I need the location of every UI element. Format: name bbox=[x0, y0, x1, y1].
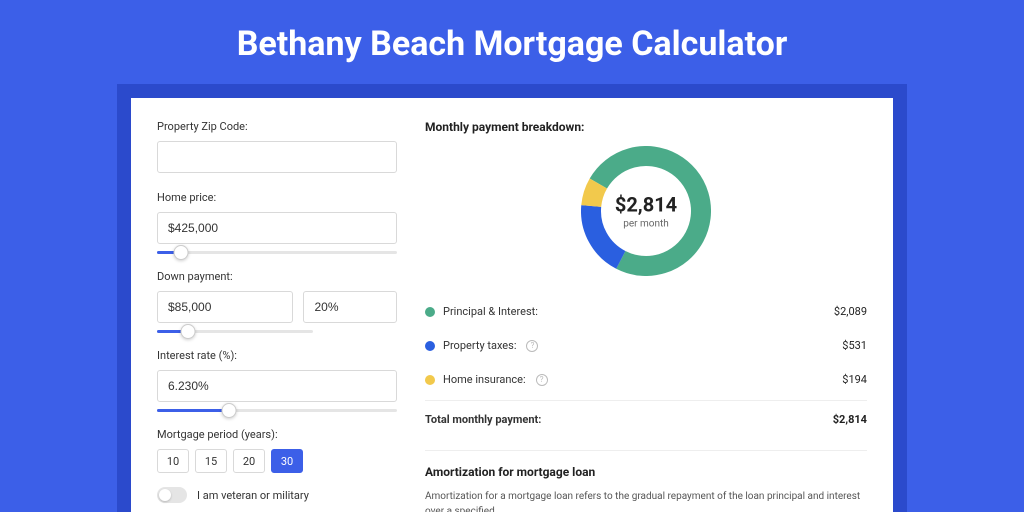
breakdown-left: Principal & Interest: bbox=[425, 305, 538, 318]
period-option-30[interactable]: 30 bbox=[271, 449, 303, 473]
down-payment-group: Down payment: bbox=[157, 270, 397, 339]
breakdown-value: $194 bbox=[842, 373, 867, 386]
down-payment-pct-input[interactable] bbox=[303, 291, 397, 323]
veteran-toggle[interactable] bbox=[157, 487, 187, 503]
interest-rate-slider[interactable] bbox=[157, 404, 397, 418]
help-icon[interactable]: ? bbox=[536, 374, 548, 386]
help-icon[interactable]: ? bbox=[526, 340, 538, 352]
period-option-20[interactable]: 20 bbox=[233, 449, 265, 473]
zip-input[interactable] bbox=[157, 141, 397, 173]
period-options: 10152030 bbox=[157, 449, 397, 473]
total-label: Total monthly payment: bbox=[425, 413, 541, 426]
amortization-section: Amortization for mortgage loan Amortizat… bbox=[425, 450, 867, 512]
period-group: Mortgage period (years): 10152030 bbox=[157, 428, 397, 473]
breakdown-label: Property taxes: bbox=[443, 339, 516, 352]
total-row: Total monthly payment: $2,814 bbox=[425, 400, 867, 436]
down-payment-input[interactable] bbox=[157, 291, 293, 323]
veteran-row: I am veteran or military bbox=[157, 487, 397, 503]
amortization-text: Amortization for a mortgage loan refers … bbox=[425, 489, 867, 512]
breakdown-list: Principal & Interest: $2,089 Property taxe… bbox=[425, 294, 867, 396]
donut-center: $2,814 per month bbox=[615, 193, 677, 230]
home-price-group: Home price: bbox=[157, 191, 397, 260]
slider-thumb[interactable] bbox=[174, 245, 189, 260]
breakdown-label: Home insurance: bbox=[443, 373, 526, 386]
donut-sub: per month bbox=[615, 219, 677, 230]
amortization-title: Amortization for mortgage loan bbox=[425, 465, 867, 479]
period-label: Mortgage period (years): bbox=[157, 428, 397, 441]
period-option-15[interactable]: 15 bbox=[195, 449, 227, 473]
down-payment-label: Down payment: bbox=[157, 270, 397, 283]
slider-rail bbox=[157, 251, 397, 254]
slider-thumb[interactable] bbox=[222, 403, 237, 418]
down-payment-slider[interactable] bbox=[157, 325, 313, 339]
home-price-label: Home price: bbox=[157, 191, 397, 204]
legend-dot bbox=[425, 341, 435, 351]
legend-dot bbox=[425, 375, 435, 385]
legend-dot bbox=[425, 307, 435, 317]
form-column: Property Zip Code: Home price: Down paym… bbox=[157, 120, 397, 512]
breakdown-left: Home insurance:? bbox=[425, 373, 548, 386]
total-value: $2,814 bbox=[833, 413, 867, 426]
donut-segment bbox=[591, 184, 598, 207]
donut-chart-wrap: $2,814 per month bbox=[425, 146, 867, 276]
breakdown-row: Principal & Interest: $2,089 bbox=[425, 294, 867, 328]
zip-field-group: Property Zip Code: bbox=[157, 120, 397, 187]
slider-thumb[interactable] bbox=[181, 324, 196, 339]
page-title: Bethany Beach Mortgage Calculator bbox=[237, 24, 788, 64]
period-option-10[interactable]: 10 bbox=[157, 449, 189, 473]
breakdown-row: Home insurance:? $194 bbox=[425, 362, 867, 396]
breakdown-value: $531 bbox=[842, 339, 867, 352]
breakdown-value: $2,089 bbox=[834, 305, 867, 318]
results-column: Monthly payment breakdown: $2,814 per mo… bbox=[425, 120, 867, 512]
calculator-card: Property Zip Code: Home price: Down paym… bbox=[131, 98, 893, 512]
interest-rate-group: Interest rate (%): bbox=[157, 349, 397, 418]
calculator-frame: Property Zip Code: Home price: Down paym… bbox=[117, 84, 907, 512]
breakdown-title: Monthly payment breakdown: bbox=[425, 120, 867, 134]
home-price-input[interactable] bbox=[157, 212, 397, 244]
interest-rate-input[interactable] bbox=[157, 370, 397, 402]
zip-label: Property Zip Code: bbox=[157, 120, 397, 133]
breakdown-left: Property taxes:? bbox=[425, 339, 538, 352]
breakdown-row: Property taxes:? $531 bbox=[425, 328, 867, 362]
veteran-label: I am veteran or military bbox=[197, 489, 309, 502]
donut-amount: $2,814 bbox=[615, 193, 677, 217]
interest-rate-label: Interest rate (%): bbox=[157, 349, 397, 362]
slider-fill bbox=[157, 409, 229, 412]
home-price-slider[interactable] bbox=[157, 246, 397, 260]
breakdown-label: Principal & Interest: bbox=[443, 305, 538, 318]
